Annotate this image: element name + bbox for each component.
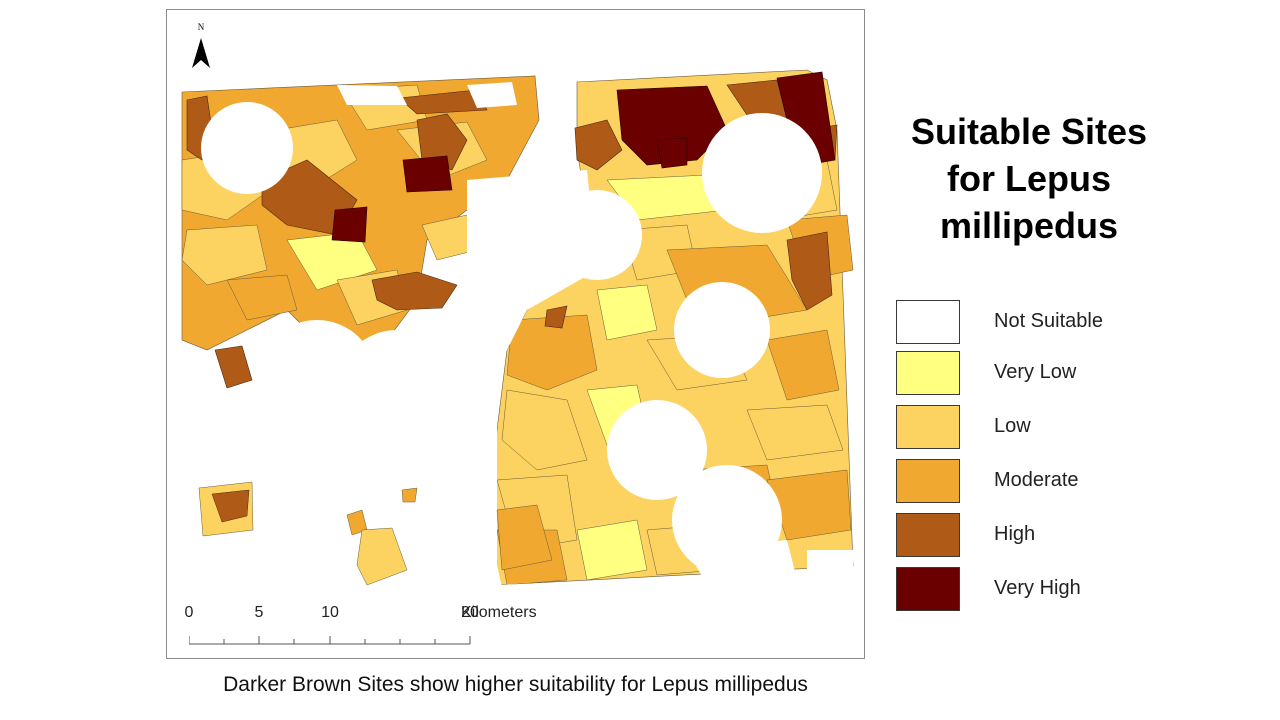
legend-item-not-suitable: Not Suitable (896, 300, 1136, 344)
map-title: Suitable Sites for Lepus millipedus (910, 111, 1148, 246)
scale-tick-label: 10 (321, 604, 339, 621)
unsuitable-zone (467, 82, 517, 108)
legend-swatch (896, 459, 960, 503)
unsuitable-zone (607, 400, 707, 500)
legend-swatch (896, 567, 960, 611)
map-region-high (211, 489, 250, 523)
legend-swatch (896, 351, 960, 395)
map-region (766, 329, 840, 401)
map-region (226, 274, 298, 321)
unsuitable-zone (182, 370, 497, 610)
map-region-very-high (402, 155, 453, 193)
map-region-moderate (401, 487, 418, 503)
unsuitable-zone (182, 565, 507, 610)
unsuitable-zone (201, 102, 293, 194)
map-frame: N 0 5 10 20 Kilometers (166, 9, 865, 659)
scale-bar: 0 5 10 20 Kilometers (185, 604, 537, 650)
scale-tick-label: 0 (184, 604, 194, 621)
map-region (506, 314, 598, 391)
map-region (181, 224, 268, 286)
map-region (596, 284, 658, 341)
legend-label: Not Suitable (994, 310, 1103, 332)
map-region-very-high (656, 137, 688, 169)
map-region-high (371, 271, 458, 311)
map-region-very-high (331, 206, 368, 243)
legend-label: Low (994, 415, 1031, 437)
legend-swatch (896, 405, 960, 449)
map-region-moderate (496, 504, 553, 571)
map-region-high (398, 89, 488, 115)
map-region-high (786, 231, 833, 311)
map-region-high (416, 113, 468, 171)
map-region-high (574, 119, 623, 171)
map-region-low (356, 527, 408, 586)
north-arrow-label: N (197, 22, 205, 32)
map-region-very-high (616, 85, 728, 166)
legend-item-low: Low (896, 405, 1136, 449)
legend-label: Very Low (994, 361, 1077, 383)
map-region-high (214, 345, 253, 389)
legend-label: Moderate (994, 469, 1079, 491)
legend-label: High (994, 523, 1036, 545)
map-caption: Darker Brown Sites show higher suitabili… (223, 673, 808, 696)
scale-bar-ruler (189, 636, 471, 645)
legend-swatch (896, 513, 960, 557)
map-region (576, 519, 648, 581)
legend-item-very-low: Very Low (896, 351, 1136, 395)
map-region-high (544, 305, 568, 329)
scale-unit-label: Kilometers (461, 604, 537, 621)
unsuitable-zone (687, 540, 797, 585)
legend-item-very-high: Very High (896, 567, 1136, 611)
map-region (746, 404, 844, 461)
scale-tick-label: 5 (254, 604, 264, 621)
unsuitable-zone (447, 170, 597, 370)
unsuitable-zone (674, 282, 770, 378)
legend-swatch (896, 300, 960, 344)
map-region (501, 389, 588, 471)
unsuitable-zone (702, 113, 822, 233)
scale-tick-label: 20 (461, 604, 479, 621)
unsuitable-zone (337, 85, 407, 105)
legend-label: Very High (994, 577, 1081, 599)
legend-item-moderate: Moderate (896, 459, 1136, 503)
north-arrow-icon: N (189, 22, 213, 72)
legend-item-high: High (896, 513, 1136, 557)
suitability-map (181, 69, 857, 610)
